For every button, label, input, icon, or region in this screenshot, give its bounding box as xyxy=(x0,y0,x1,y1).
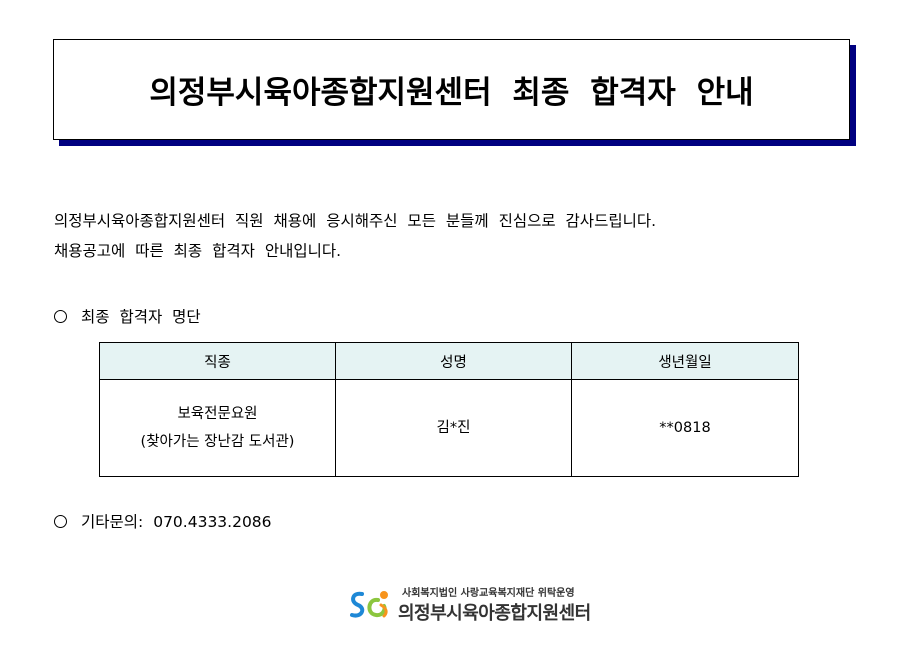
section-contact: 기타문의: 070.4333.2086 xyxy=(54,510,272,532)
circle-bullet-icon xyxy=(54,309,67,323)
circle-bullet-icon xyxy=(54,514,67,528)
job-line-2: (찾아가는 장난감 도서관) xyxy=(140,434,295,450)
table-row: 보육전문요원 (찾아가는 장난감 도서관) 김*진 **0818 xyxy=(99,379,799,477)
job-line-1: 보육전문요원 xyxy=(177,406,258,422)
results-table: 직종 성명 생년월일 보육전문요원 (찾아가는 장난감 도서관) 김*진 **0… xyxy=(99,342,799,477)
page-title: 의정부시육아종합지원센터 최종 합격자 안내 xyxy=(149,75,754,111)
logo-emblem-icon xyxy=(350,590,388,618)
organization-logo: 사회복지법인 사랑교육복지재단 위탁운영 의정부시육아종합지원센터 xyxy=(348,584,591,625)
cell-birth: **0818 xyxy=(571,379,799,477)
table-header-row: 직종 성명 생년월일 xyxy=(99,342,799,380)
header-job: 직종 xyxy=(99,342,336,380)
title-box: 의정부시육아종합지원센터 최종 합격자 안내 xyxy=(53,39,850,140)
logo-subtitle: 사회복지법인 사랑교육복지재단 위탁운영 xyxy=(402,588,575,599)
cell-name: 김*진 xyxy=(335,379,572,477)
intro-line-1: 의정부시육아종합지원센터 직원 채용에 응시해주신 모든 분들께 진심으로 감사… xyxy=(54,212,657,230)
contact-label: 기타문의: xyxy=(81,513,144,531)
header-birth: 생년월일 xyxy=(571,342,799,380)
logo-name: 의정부시육아종합지원센터 xyxy=(398,603,591,624)
intro-text: 의정부시육아종합지원센터 직원 채용에 응시해주신 모든 분들께 진심으로 감사… xyxy=(54,206,656,266)
section-list-label: 최종 합격자 명단 xyxy=(81,308,201,326)
header-name: 성명 xyxy=(335,342,572,380)
section-list-heading: 최종 합격자 명단 xyxy=(54,305,201,327)
cell-job: 보육전문요원 (찾아가는 장난감 도서관) xyxy=(99,379,336,477)
intro-line-2: 채용공고에 따른 최종 합격자 안내입니다. xyxy=(54,242,342,260)
contact-phone: 070.4333.2086 xyxy=(153,513,272,531)
